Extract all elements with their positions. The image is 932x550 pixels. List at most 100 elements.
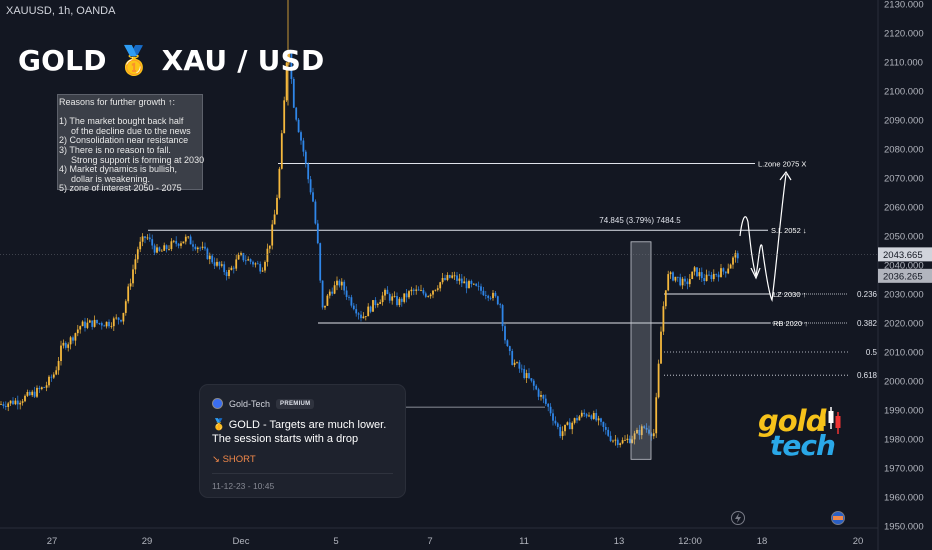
candle-body — [448, 275, 451, 278]
candle-body — [470, 281, 473, 284]
candle-body — [602, 421, 605, 427]
candle-body — [331, 291, 334, 294]
author-name[interactable]: Gold-Tech — [229, 398, 271, 409]
candle-body — [340, 281, 343, 286]
candle-body — [566, 422, 569, 425]
candle-body — [511, 350, 514, 365]
candle-body — [112, 318, 115, 327]
candle-body — [21, 401, 24, 403]
candle-body — [153, 245, 156, 253]
candle-body — [52, 374, 55, 378]
candle-body — [475, 283, 478, 286]
candle-body — [379, 302, 382, 304]
candle-body — [580, 412, 583, 417]
candle-body — [609, 435, 612, 442]
candle-body — [338, 280, 341, 286]
flag-icon-stripe — [833, 516, 843, 520]
candle-body — [326, 295, 329, 306]
candle-body — [180, 243, 182, 246]
card-divider — [212, 473, 393, 474]
candle-body — [391, 296, 394, 301]
candle-body — [686, 281, 689, 285]
candle-body — [228, 269, 230, 277]
candle-body — [33, 391, 36, 397]
candle-body — [576, 418, 578, 421]
candle-body — [43, 387, 46, 389]
fib-label: 0.618 — [857, 371, 878, 380]
candle-body — [588, 415, 590, 417]
price-tick: 1990.000 — [884, 406, 924, 417]
candle-body — [252, 261, 254, 265]
candle-body — [439, 282, 442, 289]
candle-body — [616, 439, 619, 445]
candle-body — [146, 237, 149, 239]
candle-body — [50, 376, 53, 378]
candle-body — [194, 246, 197, 250]
range-measure-label: 74.845 (3.79%) 7484.5 — [599, 216, 681, 225]
candle-body — [108, 321, 110, 327]
candle-body — [100, 323, 103, 326]
reason-line: 2) Consolidation near resistance — [59, 135, 189, 146]
candle-body — [679, 277, 682, 286]
candle-body — [460, 278, 463, 284]
symbol-label[interactable]: XAUUSD, 1h, OANDA — [6, 5, 116, 17]
candle-body — [316, 223, 319, 244]
price-tick: 1960.000 — [884, 493, 924, 504]
price-tick: 1950.000 — [884, 522, 924, 533]
candle-body — [717, 274, 720, 278]
reason-line: 5) zone of interest 2050 - 2075 — [59, 183, 182, 194]
candle-body — [386, 289, 389, 295]
reasons-note[interactable]: Reasons for further growth ↑: 1) The mar… — [57, 94, 204, 193]
candle-body — [429, 294, 432, 297]
card-author[interactable]: Gold-Tech PREMIUM — [212, 398, 315, 409]
candle-body — [681, 278, 684, 286]
time-tick: 29 — [142, 536, 153, 547]
candle-body — [655, 397, 658, 434]
reason-line: Reasons for further growth ↑: — [59, 97, 176, 107]
candle-body — [292, 78, 295, 108]
candle-body — [708, 274, 710, 276]
candle-body — [528, 373, 530, 379]
candle-body — [662, 306, 665, 332]
candle-body — [516, 362, 518, 364]
candle-body — [336, 280, 338, 286]
candle-body — [328, 291, 331, 296]
candle-body — [218, 261, 221, 266]
candle-body — [530, 378, 533, 381]
time-tick: 13 — [614, 536, 625, 547]
card-title[interactable]: 🥇 GOLD - Targets are much lower. The ses… — [212, 419, 387, 445]
candle-body — [290, 52, 293, 79]
candle-body — [280, 133, 283, 169]
idea-card[interactable]: Gold-Tech PREMIUM 🥇 GOLD - Targets are m… — [200, 385, 405, 497]
candle-body — [388, 294, 391, 301]
candle-body — [141, 236, 144, 242]
candle-body — [453, 275, 456, 277]
price-tick: 2120.000 — [884, 29, 924, 40]
author-avatar — [212, 398, 223, 409]
candle-body — [688, 279, 691, 285]
card-date: 11-12-23 - 10:45 — [212, 481, 275, 491]
time-tick: 11 — [519, 536, 529, 547]
candle-body — [590, 415, 593, 419]
candle-body — [432, 290, 434, 295]
candle-body — [139, 241, 142, 250]
candle-body — [552, 413, 554, 421]
candle-body — [506, 340, 509, 347]
candle-body — [345, 290, 348, 297]
candle-body — [489, 297, 492, 299]
candles — [0, 0, 739, 448]
candle-body — [604, 426, 607, 430]
candle-body — [674, 276, 677, 281]
candle-body — [103, 325, 106, 327]
candle-body — [160, 250, 163, 252]
candle-body — [88, 320, 91, 323]
candle-body — [360, 314, 362, 319]
price-tick: 2010.000 — [884, 348, 924, 359]
candle-body — [720, 268, 722, 278]
candle-body — [624, 439, 626, 441]
candle-body — [612, 440, 614, 442]
candle-body — [693, 267, 696, 272]
candle-body — [96, 319, 98, 324]
price-tick: 2040.000 — [884, 261, 924, 272]
